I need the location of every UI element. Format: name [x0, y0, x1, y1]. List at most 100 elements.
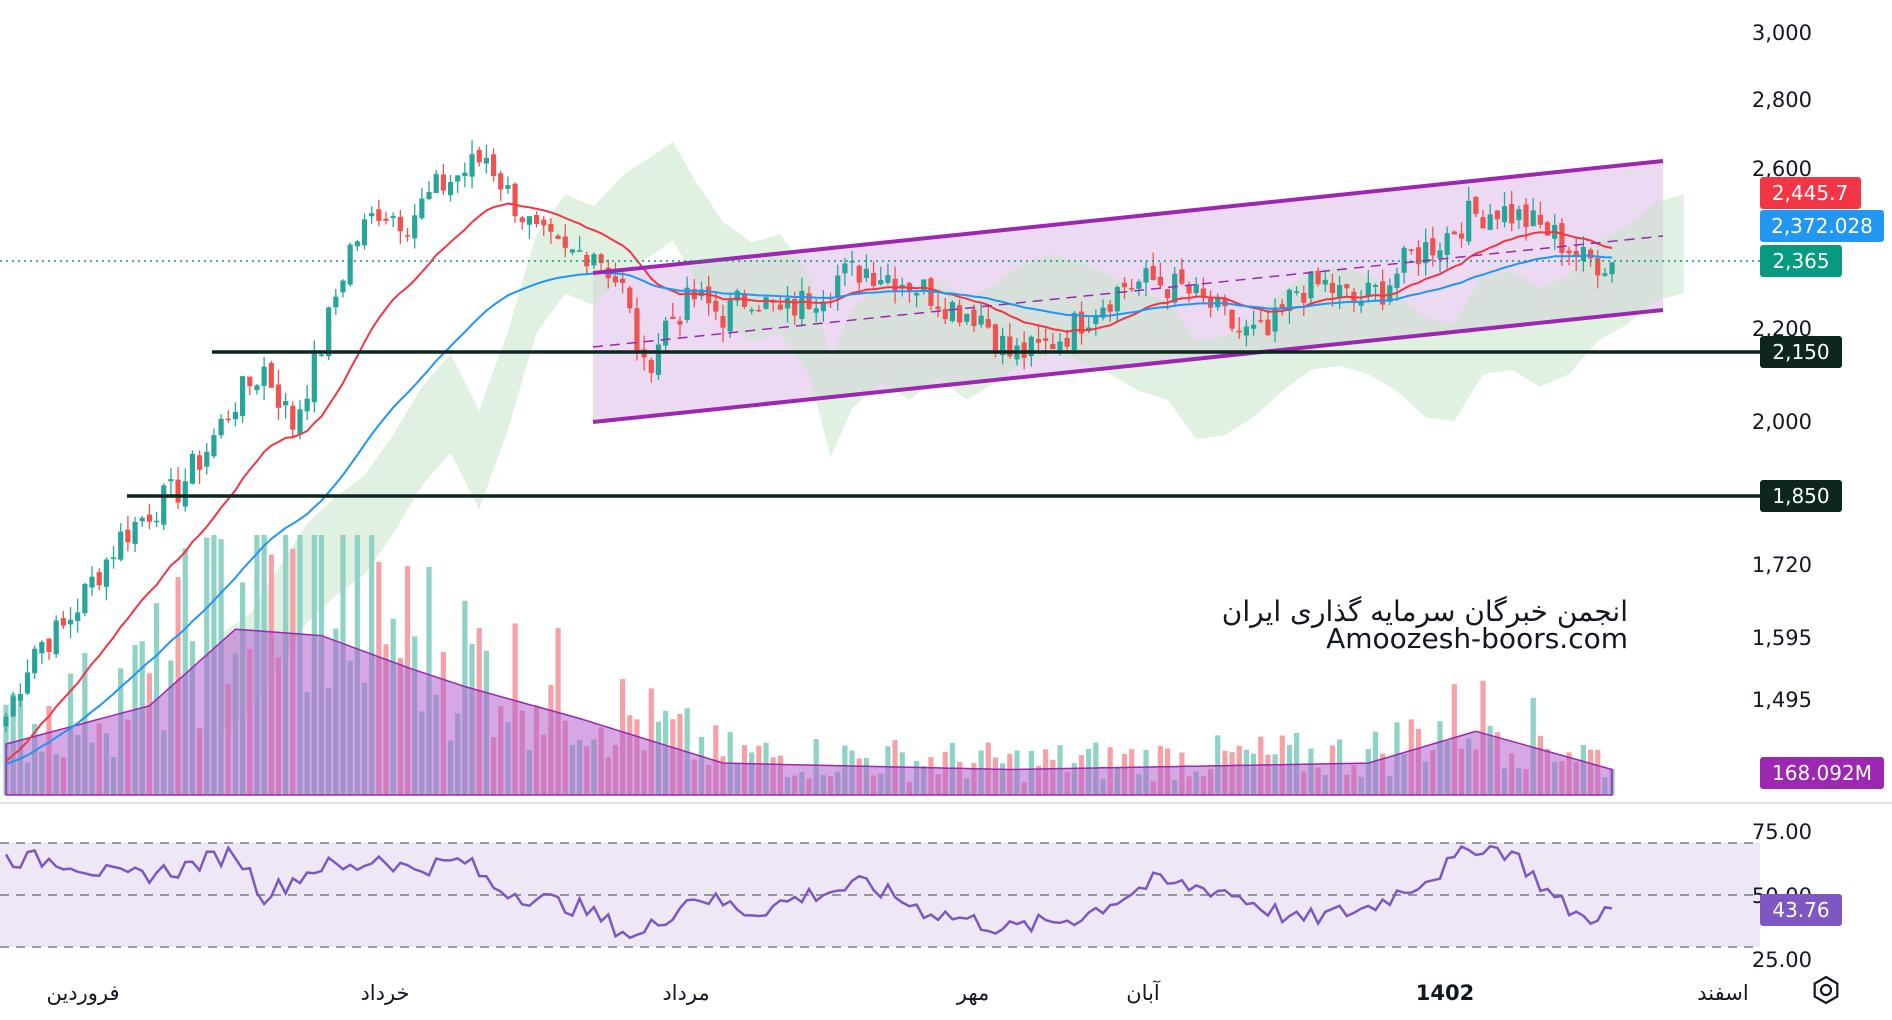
candle-body[interactable]: [17, 693, 23, 701]
candle-body[interactable]: [498, 173, 504, 190]
candle-body[interactable]: [483, 157, 489, 164]
candle-body[interactable]: [369, 213, 375, 217]
candle-body[interactable]: [354, 241, 360, 247]
candle-body[interactable]: [196, 455, 203, 470]
candle-body[interactable]: [412, 215, 418, 239]
candle-body[interactable]: [863, 268, 869, 279]
candle-body[interactable]: [1509, 203, 1515, 224]
candle-body[interactable]: [1315, 270, 1321, 285]
candle-body[interactable]: [612, 276, 619, 283]
candle-body[interactable]: [10, 696, 16, 717]
candle-body[interactable]: [1021, 342, 1027, 358]
candle-body[interactable]: [168, 479, 174, 482]
candle-body[interactable]: [1229, 309, 1235, 329]
candle-body[interactable]: [96, 572, 102, 586]
candle-body[interactable]: [569, 249, 576, 253]
candle-body[interactable]: [1516, 209, 1522, 221]
candle-body[interactable]: [318, 354, 325, 357]
candle-body[interactable]: [1050, 343, 1056, 350]
candle-body[interactable]: [447, 182, 454, 196]
candle-body[interactable]: [1071, 312, 1077, 351]
candle-body[interactable]: [1523, 204, 1529, 227]
candle-body[interactable]: [139, 517, 145, 522]
candle-body[interactable]: [885, 275, 891, 283]
candle-body[interactable]: [519, 217, 525, 223]
candle-body[interactable]: [440, 174, 446, 191]
candle-body[interactable]: [577, 250, 583, 252]
candle-body[interactable]: [419, 198, 425, 219]
candle-body[interactable]: [913, 293, 920, 296]
candle-body[interactable]: [290, 405, 296, 430]
candle-body[interactable]: [1258, 320, 1264, 322]
candle-body[interactable]: [1473, 196, 1479, 214]
candle-body[interactable]: [1143, 268, 1149, 283]
candle-body[interactable]: [949, 302, 956, 322]
candle-body[interactable]: [713, 300, 719, 312]
candle-body[interactable]: [1408, 249, 1414, 251]
candle-body[interactable]: [1451, 231, 1457, 235]
candle-body[interactable]: [1530, 210, 1536, 227]
candle-body[interactable]: [1380, 281, 1386, 305]
candle-body[interactable]: [1179, 269, 1185, 284]
candle-body[interactable]: [1394, 273, 1400, 289]
candle-body[interactable]: [1272, 308, 1278, 332]
candle-body[interactable]: [490, 154, 497, 177]
candle-body[interactable]: [376, 209, 382, 221]
candle-body[interactable]: [383, 218, 389, 221]
ema-fast-line[interactable]: [5, 202, 1613, 763]
candle-body[interactable]: [67, 619, 74, 625]
candle-body[interactable]: [82, 583, 88, 614]
candle-body[interactable]: [648, 360, 654, 373]
candle-body[interactable]: [1329, 282, 1336, 293]
candle-body[interactable]: [340, 280, 346, 293]
candle-body[interactable]: [512, 183, 518, 217]
candle-body[interactable]: [182, 481, 188, 507]
candle-body[interactable]: [275, 384, 282, 408]
candle-body[interactable]: [1164, 289, 1171, 299]
candle-body[interactable]: [677, 320, 683, 325]
candle-body[interactable]: [720, 316, 726, 328]
candle-body[interactable]: [1358, 300, 1364, 306]
candle-body[interactable]: [175, 479, 181, 503]
candle-body[interactable]: [1559, 223, 1565, 254]
candle-body[interactable]: [1078, 311, 1085, 334]
candle-body[interactable]: [1308, 271, 1314, 299]
candle-body[interactable]: [620, 278, 626, 284]
candle-body[interactable]: [1243, 326, 1250, 336]
candle-body[interactable]: [1337, 285, 1343, 297]
candle-body[interactable]: [655, 344, 662, 375]
candle-body[interactable]: [1466, 200, 1472, 242]
candle-body[interactable]: [1121, 282, 1128, 288]
candle-body[interactable]: [784, 298, 791, 309]
candle-body[interactable]: [985, 319, 991, 328]
candle-body[interactable]: [1537, 215, 1543, 225]
candle-body[interactable]: [1172, 273, 1178, 303]
candle-body[interactable]: [247, 376, 253, 387]
candle-body[interactable]: [75, 612, 81, 621]
candle-body[interactable]: [842, 263, 848, 274]
ema-slow-line[interactable]: [5, 254, 1613, 766]
candle-body[interactable]: [1595, 258, 1601, 276]
candle-body[interactable]: [218, 418, 224, 436]
candle-body[interactable]: [878, 280, 884, 285]
candle-body[interactable]: [53, 620, 59, 655]
candle-body[interactable]: [297, 409, 303, 434]
candle-body[interactable]: [1193, 284, 1199, 294]
candle-body[interactable]: [957, 305, 963, 323]
candle-body[interactable]: [3, 716, 9, 727]
candle-body[interactable]: [189, 453, 196, 484]
candle-body[interactable]: [1602, 273, 1608, 276]
candle-body[interactable]: [627, 287, 633, 309]
candle-body[interactable]: [670, 316, 676, 320]
candle-body[interactable]: [1444, 233, 1450, 255]
candle-body[interactable]: [433, 174, 439, 194]
candle-body[interactable]: [304, 398, 310, 412]
candle-body[interactable]: [1544, 222, 1551, 236]
candle-body[interactable]: [1301, 292, 1307, 303]
candle-body[interactable]: [763, 297, 769, 309]
rsi-line[interactable]: [4, 844, 1613, 940]
candle-body[interactable]: [1566, 250, 1572, 254]
candle-body[interactable]: [32, 648, 38, 674]
candle-body[interactable]: [110, 557, 117, 559]
